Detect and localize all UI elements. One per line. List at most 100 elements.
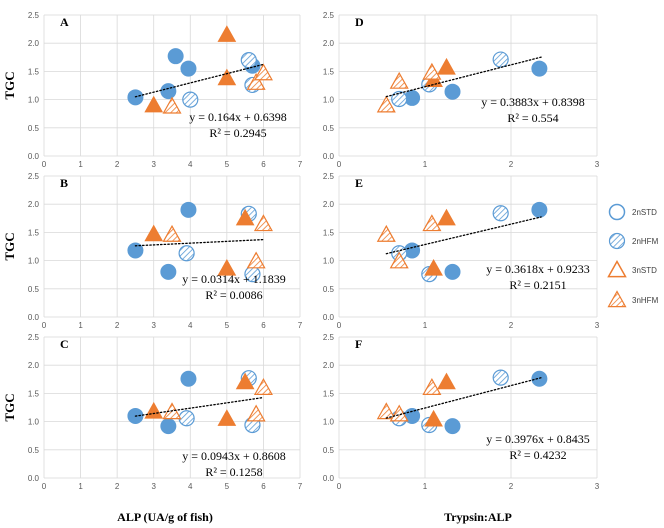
point-3nstd-filled [217, 68, 237, 86]
y-tick-label: 2.5 [323, 333, 335, 342]
trendline [385, 56, 542, 98]
y-tick-label: 1.5 [28, 389, 40, 398]
x-tick-label: 3 [151, 160, 156, 169]
legend-label-3nhfm: 3nHFM [632, 296, 659, 305]
y-tick-label: 1.0 [323, 257, 335, 266]
y-tick-label: 0.5 [323, 285, 335, 294]
point-2nhfm [178, 245, 195, 262]
y-tick-label: 1.0 [323, 96, 335, 105]
x-tick-label: 1 [78, 482, 83, 491]
point-3nhfm [422, 214, 442, 232]
x-tick-label: 3 [151, 482, 156, 491]
panel-label: A [60, 15, 69, 29]
x-tick-label: 6 [261, 160, 266, 169]
point-2nhfm [492, 51, 509, 68]
point-2nstd-filled [444, 263, 461, 280]
y-tick-label: 1.5 [323, 228, 335, 237]
point-3nstd-filled [217, 25, 237, 42]
y-tick-label: 2.5 [323, 172, 335, 181]
x-tick-label: 7 [298, 160, 303, 169]
y-tick-label: 2.5 [323, 11, 335, 20]
legend-marker-3nhfm [607, 290, 627, 308]
legend-label-3nstd: 3nSTD [632, 266, 657, 275]
point-3nhfm [162, 96, 182, 114]
panel-label: F [355, 337, 362, 351]
x-tick-label: 2 [509, 482, 514, 491]
y-tick-label: 0.5 [28, 124, 40, 133]
trendline [134, 238, 265, 247]
y-tick-label: 1.0 [28, 96, 40, 105]
legend: 2nSTD 2nHFM 3nSTD 3nHFM [607, 203, 659, 308]
x-tick-label: 3 [595, 160, 600, 169]
x-tick-label: 3 [151, 321, 156, 330]
y-tick-label: 1.0 [323, 418, 335, 427]
y-tick-label: 0.5 [323, 124, 335, 133]
y-tick-label: 1.0 [28, 418, 40, 427]
point-3nhfm [376, 95, 396, 113]
trend-equation: y = 0.3618x + 0.9233 [486, 262, 590, 276]
y-axis-title: TGC [2, 393, 17, 421]
x-tick-label: 2 [509, 321, 514, 330]
x-tick-label: 0 [42, 321, 47, 330]
point-3nhfm [162, 224, 182, 242]
x-tick-label: 6 [261, 482, 266, 491]
y-tick-label: 1.5 [28, 67, 40, 76]
y-tick-label: 1.5 [323, 67, 335, 76]
y-tick-label: 1.0 [28, 257, 40, 266]
point-2nstd-filled [531, 60, 548, 77]
y-tick-label: 2.0 [323, 200, 335, 209]
point-2nhfm [182, 91, 199, 108]
point-2nstd-filled [127, 242, 144, 259]
x-tick-label: 1 [78, 160, 83, 169]
trend-equation: y = 0.3976x + 0.8435 [486, 432, 590, 446]
point-3nstd-filled [235, 372, 255, 390]
y-tick-label: 0.0 [323, 313, 335, 322]
legend-label-2nhfm: 2nHFM [632, 237, 659, 246]
x-axis-title-left: ALP (UA/g of fish) [117, 510, 213, 524]
trend-equation: y = 0.164x + 0.6398 [189, 110, 287, 124]
point-3nstd-filled [437, 57, 456, 75]
point-2nstd-filled [160, 263, 177, 280]
r-squared: R² = 0.0086 [205, 288, 262, 302]
point-3nstd-filled [437, 372, 456, 390]
panel-f: 0 1 2 3 0.0 0.5 1.0 1.5 2.0 2.5 Fy = 0.3976x + 0.8… [323, 333, 600, 491]
y-tick-label: 2.0 [28, 39, 40, 48]
point-2nstd-filled [180, 370, 197, 387]
point-3nstd-filled [437, 208, 456, 226]
x-tick-label: 0 [42, 482, 47, 491]
r-squared: R² = 0.554 [507, 111, 558, 125]
point-3nhfm [376, 402, 396, 420]
y-tick-label: 2.0 [323, 361, 335, 370]
x-tick-label: 5 [225, 482, 230, 491]
y-tick-label: 0.0 [28, 313, 40, 322]
x-tick-label: 2 [115, 160, 120, 169]
x-tick-label: 3 [595, 482, 600, 491]
legend-marker-2nhfm [608, 232, 626, 250]
point-2nstd-filled [160, 418, 177, 435]
point-2nstd-filled [180, 201, 197, 218]
x-tick-label: 2 [115, 321, 120, 330]
y-tick-label: 2.0 [323, 39, 335, 48]
point-3nstd-filled [424, 409, 443, 427]
x-tick-label: 4 [188, 482, 193, 491]
x-tick-label: 4 [188, 160, 193, 169]
y-tick-label: 0.0 [323, 152, 335, 161]
panel-d: 0 1 2 3 0.0 0.5 1.0 1.5 2.0 2.5 Dy = 0.3883x + 0.8… [323, 11, 600, 169]
point-3nstd-filled [217, 258, 237, 276]
legend-label-2nstd: 2nSTD [632, 208, 657, 217]
y-tick-label: 0.5 [28, 285, 40, 294]
point-2nstd-filled [531, 201, 548, 218]
point-3nhfm [246, 72, 266, 90]
y-tick-label: 0.0 [28, 474, 40, 483]
trendline [385, 377, 542, 419]
point-2nhfm [492, 369, 509, 386]
r-squared: R² = 0.4232 [509, 448, 566, 462]
y-tick-label: 2.0 [28, 200, 40, 209]
point-2nhfm [391, 90, 408, 108]
panel-label: B [60, 176, 68, 190]
point-2nhfm [492, 205, 509, 222]
y-tick-label: 1.5 [323, 389, 335, 398]
point-2nstd-filled [180, 60, 197, 77]
trendline [134, 396, 265, 417]
